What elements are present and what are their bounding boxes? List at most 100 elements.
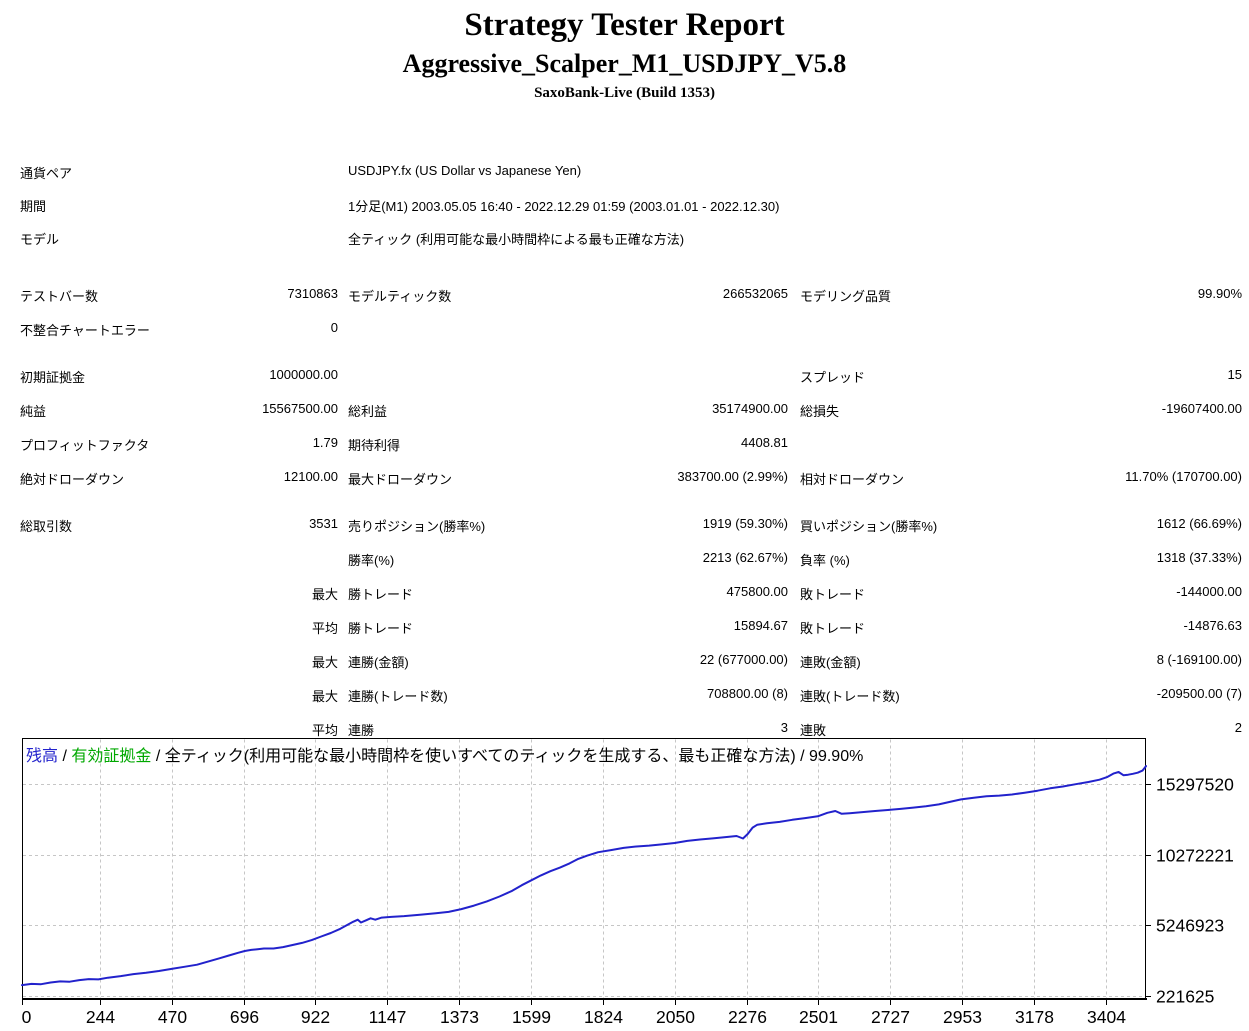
- stat-label: 売りポジション(勝率%): [348, 519, 486, 534]
- legend-separator: /: [795, 748, 810, 765]
- summary-table: 通貨ペア USDJPY.fx (US Dollar vs Japanese Yen…: [0, 163, 1249, 262]
- stat-label: 勝率(%): [348, 553, 395, 568]
- stat-row: 勝率(%) 2213 (62.67%) 負率 (%) 1318 (37.33%): [0, 550, 1249, 584]
- y-axis-label: 5246923: [1156, 916, 1224, 936]
- x-axis-label: 244: [86, 1007, 115, 1027]
- stat-value: 12100.00: [283, 469, 338, 484]
- info-value: USDJPY.fx (US Dollar vs Japanese Yen): [348, 163, 582, 178]
- stat-value: 383700.00 (2.99%): [677, 469, 788, 484]
- stat-label: 勝トレード: [348, 621, 414, 636]
- stat-value: -19607400.00: [1161, 401, 1242, 416]
- stat-value: 7310863: [287, 286, 338, 301]
- stat-label: 総取引数: [20, 519, 73, 534]
- report-header: Strategy Tester Report Aggressive_Scalpe…: [0, 6, 1249, 102]
- stat-value: 1318 (37.33%): [1156, 550, 1242, 565]
- stat-label: 純益: [20, 404, 47, 419]
- legend-model-label: 全ティック(利用可能な最小時間枠を使いすべてのティックを生成する、最も正確な方法…: [164, 748, 796, 765]
- stat-value: -144000.00: [1176, 584, 1242, 599]
- stat-label: 敗トレード: [800, 587, 866, 602]
- x-axis-label: 1147: [369, 1007, 407, 1027]
- stat-row: 最大 連勝(トレード数) 708800.00 (8) 連敗(トレード数) -209500…: [0, 686, 1249, 720]
- stat-value: 708800.00 (8): [707, 686, 788, 701]
- x-axis-label: 0: [22, 1007, 32, 1027]
- stat-value: 11.70% (170700.00): [1125, 469, 1242, 484]
- x-axis-label: 3178: [1015, 1007, 1054, 1027]
- x-axis-label: 2050: [656, 1007, 695, 1027]
- stat-label: 連敗: [800, 723, 827, 738]
- x-axis-label: 1373: [440, 1007, 479, 1027]
- stat-value: 最大: [311, 689, 338, 704]
- info-value: 全ティック (利用可能な最小時間枠による最も正確な方法): [348, 232, 685, 247]
- stat-label: 連勝(金額): [348, 655, 409, 670]
- x-axis-label: 2501: [799, 1007, 838, 1027]
- stat-value: -209500.00 (7): [1156, 686, 1242, 701]
- stat-value: 1612 (66.69%): [1156, 516, 1242, 531]
- stat-value: 1.79: [312, 435, 338, 450]
- stat-value: 0: [330, 320, 338, 335]
- info-label: 期間: [20, 199, 47, 214]
- server-build: SaxoBank-Live (Build 1353): [534, 85, 715, 101]
- stat-label: 総利益: [348, 404, 388, 419]
- balance-chart: 0 244 470 696 922 1147 1373 1599 1824 2050 2276 250…: [0, 738, 1249, 1031]
- stat-label: 最大ドローダウン: [348, 472, 453, 487]
- legend-separator: /: [151, 748, 165, 765]
- y-axis-label: 221625: [1156, 987, 1214, 1007]
- stat-value: 1000000.00: [269, 367, 338, 382]
- x-axis-label: 1824: [584, 1007, 623, 1027]
- stat-label: 総損失: [800, 404, 840, 419]
- stat-row: 平均 勝トレード 15894.67 敗トレード -14876.63: [0, 618, 1249, 652]
- stat-row: プロフィットファクタ 1.79 期待利得 4408.81: [0, 435, 1249, 469]
- stat-value: 2213 (62.67%): [702, 550, 788, 565]
- stat-value: 266532065: [722, 286, 788, 301]
- stat-label: 連敗(トレード数): [800, 689, 900, 704]
- stats-table: テストバー数 7310863 モデルティック数 266532065 モデリング品質 99.…: [0, 273, 1249, 754]
- stat-row: 純益 15567500.00 総利益 35174900.00 総損失 -19607400.…: [0, 401, 1249, 435]
- stat-label: プロフィットファクタ: [20, 438, 150, 453]
- x-axis-label: 2276: [728, 1007, 767, 1027]
- stat-label: 買いポジション(勝率%): [800, 519, 938, 534]
- stat-value: 15894.67: [733, 618, 788, 633]
- stat-label: 期待利得: [348, 438, 401, 453]
- stat-label: モデリング品質: [800, 289, 892, 304]
- legend-balance-label: 残高: [26, 748, 59, 765]
- stat-value: 3531: [309, 516, 338, 531]
- balance-line: [21, 765, 1147, 987]
- x-axis-label: 922: [301, 1007, 330, 1027]
- ea-name: Aggressive_Scalper_M1_USDJPY_V5.8: [402, 49, 847, 78]
- stat-value: 475800.00: [726, 584, 788, 599]
- stat-row: 最大 勝トレード 475800.00 敗トレード -144000.00: [0, 584, 1249, 618]
- stat-value: 8 (-169100.00): [1156, 652, 1242, 667]
- stat-label: 相対ドローダウン: [800, 472, 905, 487]
- y-axis-label: 10272221: [1156, 846, 1234, 866]
- stat-value: 2: [1234, 720, 1242, 735]
- x-axis-label: 1599: [512, 1007, 551, 1027]
- stat-row: 総取引数 3531 売りポジション(勝率%) 1919 (59.30%) 買いポジション…: [0, 516, 1249, 550]
- stat-label: 絶対ドローダウン: [20, 472, 125, 487]
- page-title: Strategy Tester Report: [464, 7, 785, 43]
- stat-label: 不整合チャートエラー: [20, 323, 150, 338]
- stat-row: 平均 連勝 3 連敗 2: [0, 720, 1249, 754]
- stat-label: スプレッド: [800, 370, 866, 385]
- stat-value: 1919 (59.30%): [702, 516, 788, 531]
- stat-value: 平均: [311, 723, 338, 738]
- stat-label: 負率 (%): [800, 553, 850, 568]
- stat-label: 連勝(トレード数): [348, 689, 448, 704]
- stat-value: 15: [1227, 367, 1242, 382]
- x-axis-label: 2953: [943, 1007, 982, 1027]
- stat-label: 敗トレード: [800, 621, 866, 636]
- stat-value: 最大: [311, 655, 338, 670]
- x-axis-label: 696: [230, 1007, 259, 1027]
- stat-label: 連勝: [348, 723, 375, 738]
- stat-row: 初期証拠金 1000000.00 スプレッド 15: [0, 367, 1249, 401]
- legend-equity-label: 有効証拠金: [71, 748, 152, 765]
- info-label: 通貨ペア: [20, 166, 73, 181]
- stat-value: 4408.81: [741, 435, 788, 450]
- stat-row: テストバー数 7310863 モデルティック数 266532065 モデリング品質 99.…: [0, 286, 1249, 320]
- info-row: モデル 全ティック (利用可能な最小時間枠による最も正確な方法): [0, 229, 1249, 262]
- x-axis-label: 470: [158, 1007, 187, 1027]
- stat-value: 22 (677000.00): [699, 652, 788, 667]
- x-axis-label: 2727: [871, 1007, 910, 1027]
- info-row: 期間 1分足(M1) 2003.05.05 16:40 - 2022.12.29 …: [0, 196, 1249, 229]
- chart-legend: 残高 / 有効証拠金 / 全ティック(利用可能な最小時間枠を使いすべてのティック…: [26, 747, 863, 767]
- stat-row: 不整合チャートエラー 0: [0, 320, 1249, 354]
